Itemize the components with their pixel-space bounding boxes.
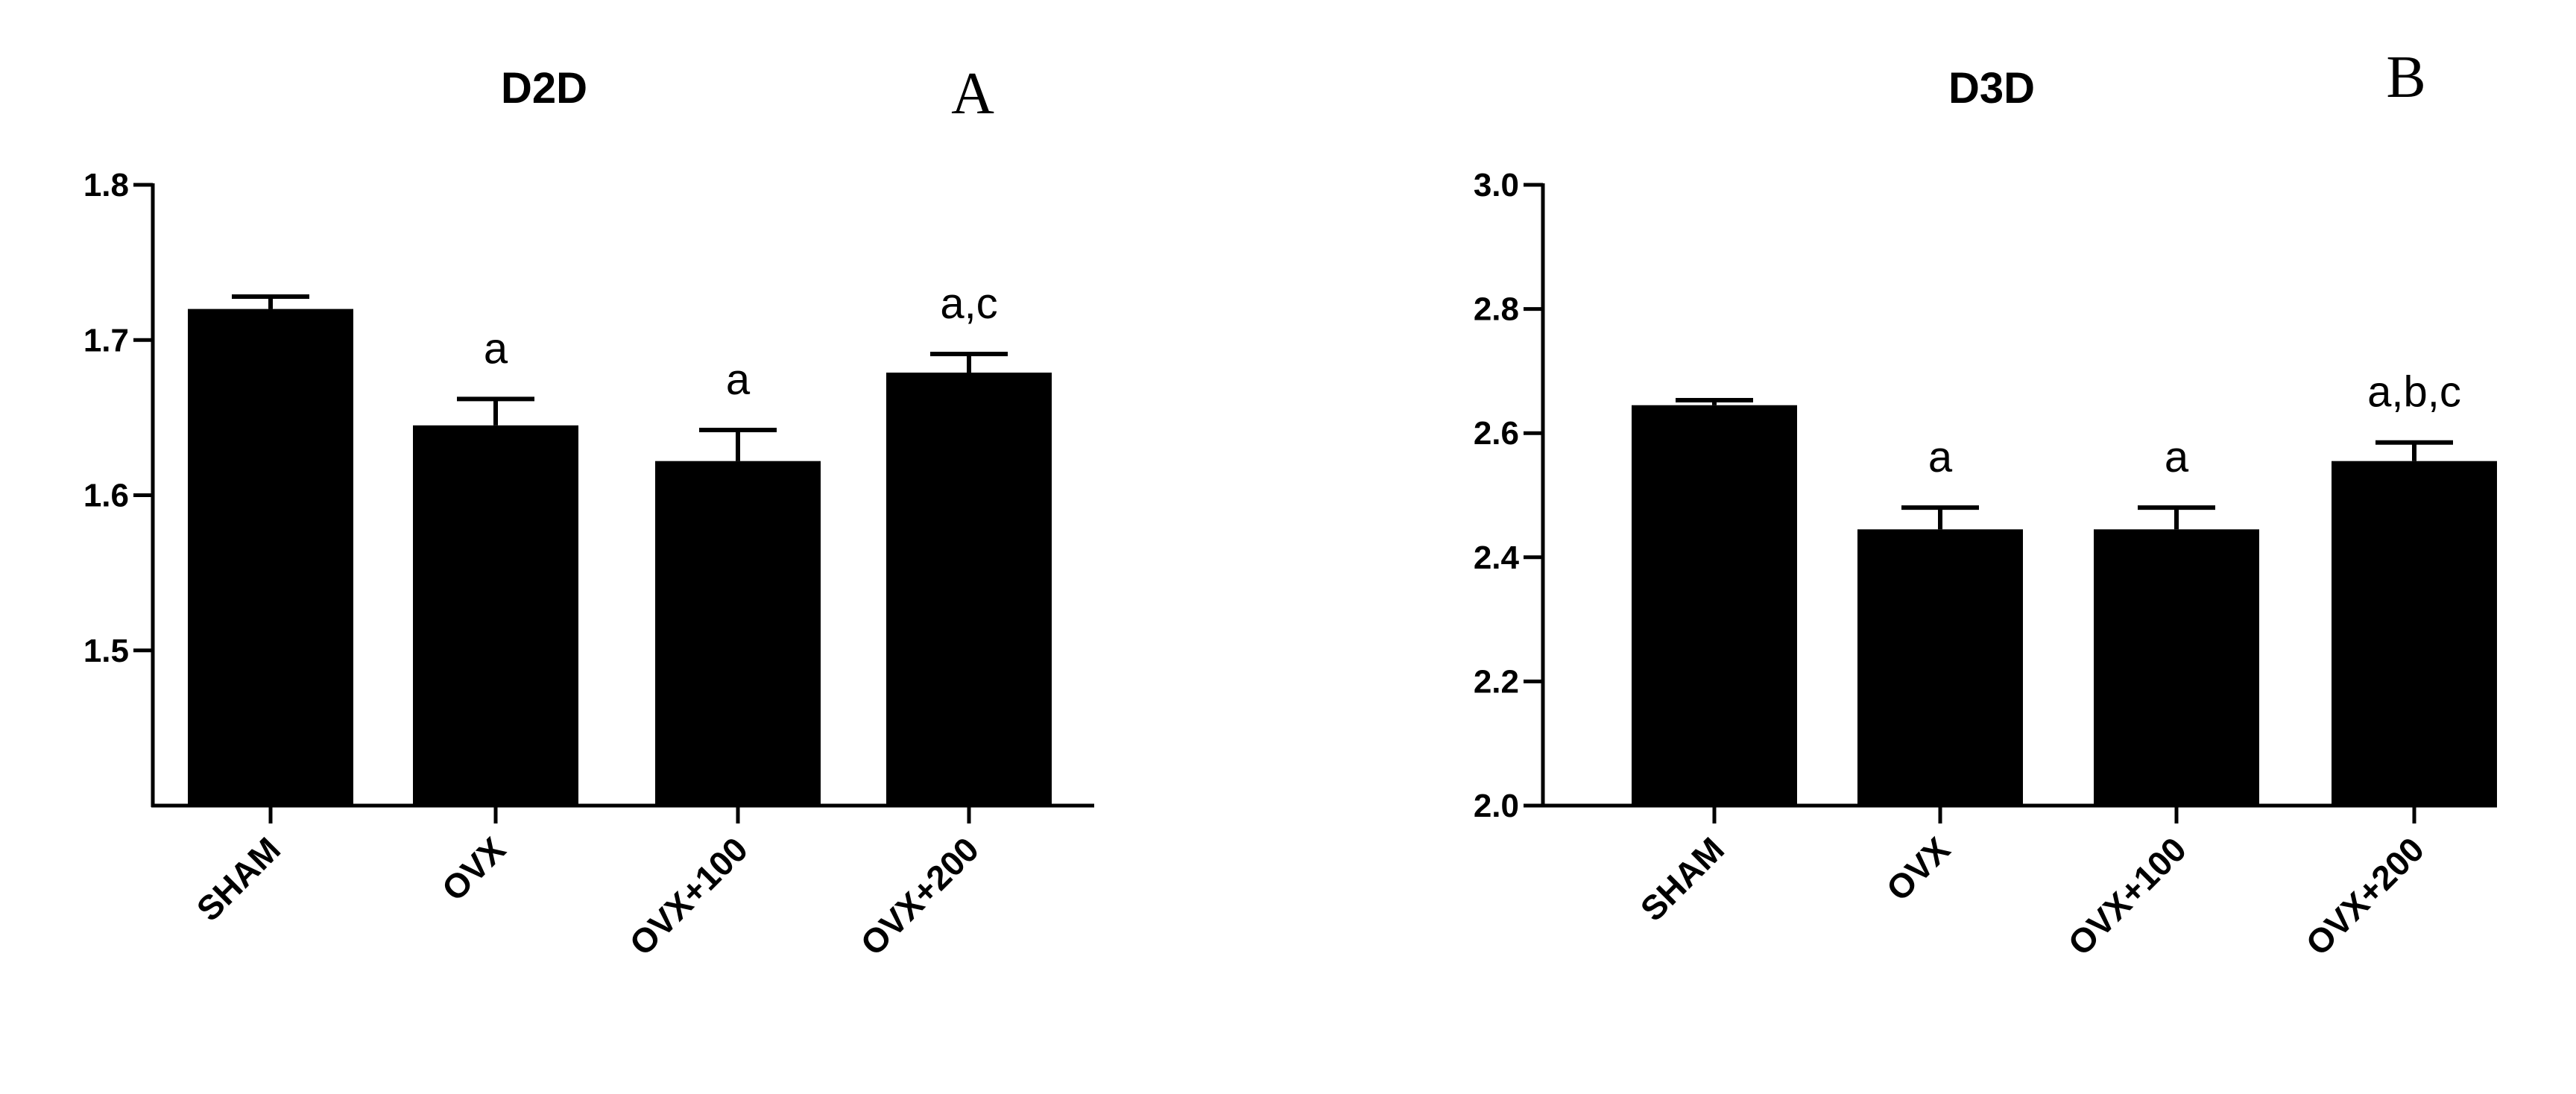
y-tick-label: 2.2: [1474, 663, 1519, 700]
y-tick-label: 1.5: [83, 633, 129, 669]
y-tick-label: 2.8: [1474, 291, 1519, 328]
x-tick-label: SHAM: [189, 829, 288, 929]
x-tick-label: OVX+200: [853, 829, 986, 963]
x-tick-label: OVX: [1879, 829, 1958, 908]
significance-annotation: a,b,c: [2367, 368, 2461, 417]
bar-ovx: [1857, 529, 2023, 806]
significance-annotation: a: [2165, 433, 2189, 481]
x-tick-label: OVX+100: [2060, 829, 2194, 963]
chart-panel-a: D2D Aa a a,c 1.5 1.6 1.7 1.8 SHAM OVX OVX+100 OVX+2…: [83, 61, 1094, 963]
panel-label: B: [2386, 45, 2425, 110]
x-tick-label: OVX+200: [2298, 829, 2431, 963]
bar-sham: [1632, 405, 1797, 806]
bar-ovx-200: [2332, 461, 2497, 806]
y-tick-label: 1.6: [83, 478, 129, 514]
y-tick-label: 2.6: [1474, 415, 1519, 452]
significance-annotation: a: [484, 324, 508, 373]
x-tick-label: OVX: [435, 829, 514, 908]
y-tick-label: 1.7: [83, 322, 129, 358]
y-tick-label: 2.4: [1474, 540, 1520, 576]
y-tick-label: 3.0: [1474, 167, 1519, 203]
significance-annotation: a: [726, 355, 751, 404]
chart-panel-b: D3D Ba a a,b,c 2.0 2.2 2.4 2.6 2.8 3.0 SHAM OVX OVX+…: [1474, 45, 2497, 963]
y-tick-label: 1.8: [83, 167, 129, 203]
x-tick-label: OVX+100: [622, 829, 755, 963]
bar-ovx-100: [655, 461, 821, 806]
significance-annotation: a,c: [940, 279, 997, 328]
x-tick-label: SHAM: [1633, 829, 1732, 929]
chart-title: D2D: [501, 64, 587, 113]
bar-sham: [188, 309, 353, 806]
panel-label: A: [951, 61, 994, 127]
chart-title: D3D: [1948, 64, 2035, 113]
bar-ovx-100: [2094, 529, 2259, 806]
y-tick-label: 2.0: [1474, 788, 1519, 824]
significance-annotation: a: [1928, 433, 1953, 481]
bar-ovx-200: [886, 372, 1052, 806]
bar-ovx: [413, 425, 578, 806]
